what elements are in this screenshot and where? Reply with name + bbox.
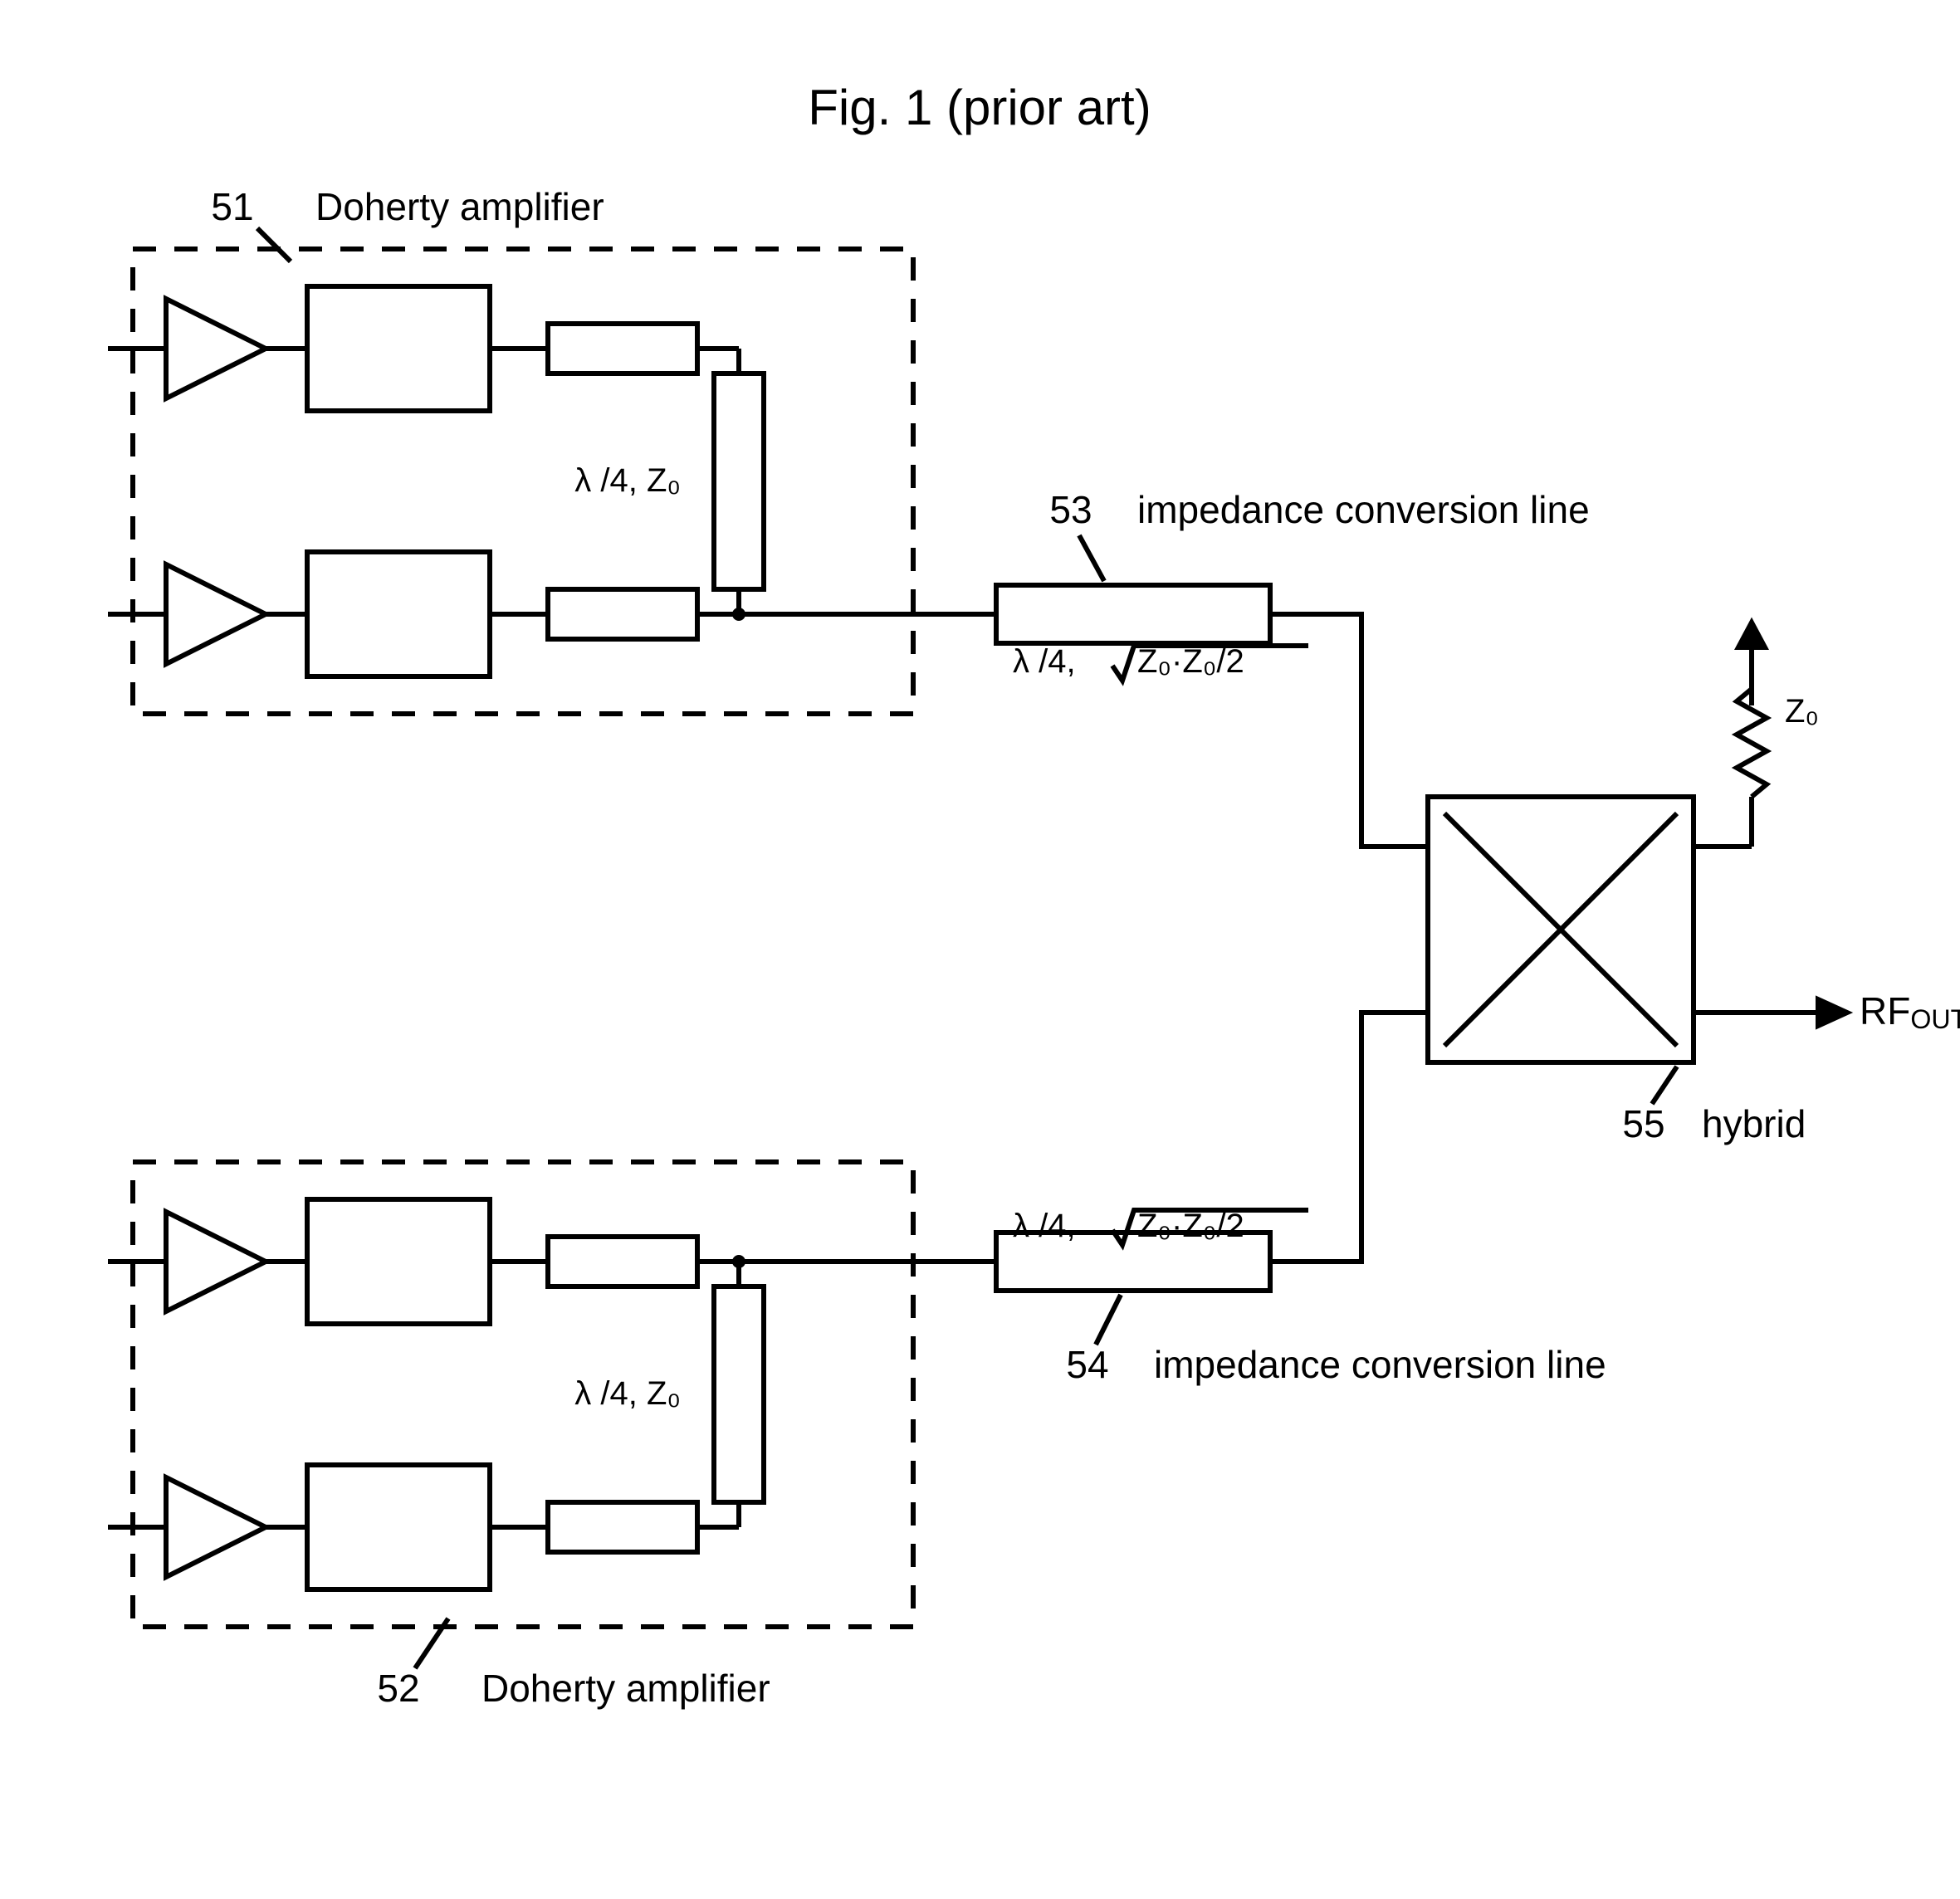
imp-formula-arg: Z₀·Z₀/2 (1137, 643, 1244, 680)
tl-small (548, 1237, 697, 1286)
amp-block (307, 1199, 490, 1324)
imp-line-ref: 54 (1066, 1343, 1108, 1386)
amp-block (307, 1465, 490, 1589)
doherty-label: Doherty amplifier (481, 1667, 770, 1710)
tl-small (548, 589, 697, 639)
doherty-ref: 51 (211, 185, 253, 228)
amp-block (307, 286, 490, 411)
doherty-label: Doherty amplifier (315, 185, 604, 228)
tl-small (548, 324, 697, 373)
vert-tl-label: λ /4, Z₀ (574, 462, 681, 499)
impedance-line (996, 585, 1270, 643)
imp-formula-prefix: λ /4, (1013, 1208, 1076, 1244)
imp-line-label: impedance conversion line (1154, 1343, 1606, 1386)
amp-block (307, 552, 490, 676)
doherty-ref: 52 (377, 1667, 419, 1710)
imp-formula-arg: Z₀·Z₀/2 (1137, 1208, 1244, 1244)
tl-vertical (714, 373, 764, 589)
imp-formula-prefix: λ /4, (1013, 643, 1076, 680)
vert-tl-label: λ /4, Z₀ (574, 1375, 681, 1412)
imp-line-ref: 53 (1049, 488, 1092, 531)
imp-line-label: impedance conversion line (1137, 488, 1590, 531)
tl-small (548, 1502, 697, 1552)
tl-vertical (714, 1286, 764, 1502)
figure-title: Fig. 1 (prior art) (808, 80, 1151, 135)
hybrid-label: hybrid (1702, 1102, 1806, 1145)
hybrid-ref: 55 (1622, 1102, 1664, 1145)
zo-label: Z₀ (1785, 693, 1819, 730)
